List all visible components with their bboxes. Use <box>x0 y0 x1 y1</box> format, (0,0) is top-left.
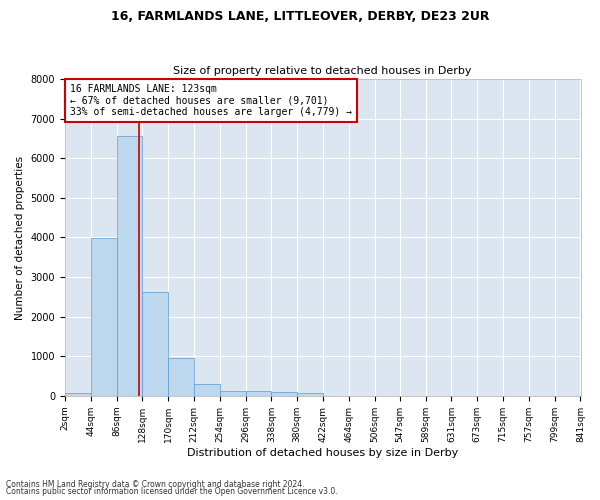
X-axis label: Distribution of detached houses by size in Derby: Distribution of detached houses by size … <box>187 448 458 458</box>
Bar <box>194 384 220 396</box>
Bar <box>245 392 271 396</box>
Title: Size of property relative to detached houses in Derby: Size of property relative to detached ho… <box>173 66 472 76</box>
Bar <box>142 292 168 396</box>
Bar <box>65 392 91 396</box>
Bar <box>271 392 297 396</box>
Text: Contains HM Land Registry data © Crown copyright and database right 2024.: Contains HM Land Registry data © Crown c… <box>6 480 305 489</box>
Y-axis label: Number of detached properties: Number of detached properties <box>15 156 25 320</box>
Text: 16, FARMLANDS LANE, LITTLEOVER, DERBY, DE23 2UR: 16, FARMLANDS LANE, LITTLEOVER, DERBY, D… <box>111 10 489 23</box>
Bar <box>220 391 245 396</box>
Text: 16 FARMLANDS LANE: 123sqm
← 67% of detached houses are smaller (9,701)
33% of se: 16 FARMLANDS LANE: 123sqm ← 67% of detac… <box>70 84 352 117</box>
Bar <box>168 358 194 396</box>
Bar <box>91 238 116 396</box>
Bar <box>297 392 323 396</box>
Bar <box>116 136 142 396</box>
Text: Contains public sector information licensed under the Open Government Licence v3: Contains public sector information licen… <box>6 487 338 496</box>
